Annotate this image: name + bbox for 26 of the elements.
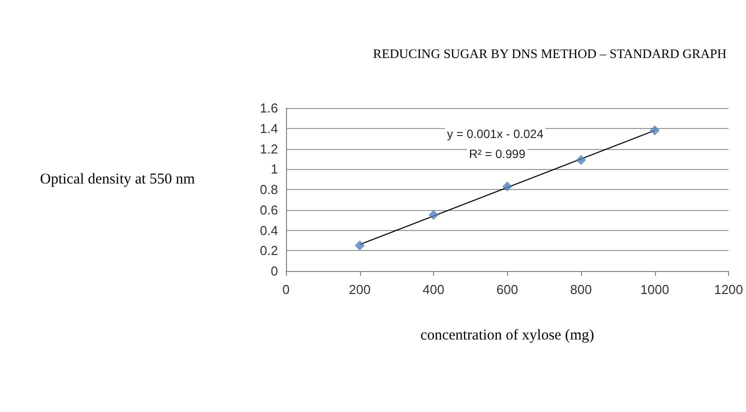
y-tick-label: 0.2 (260, 243, 278, 258)
point (576, 154, 586, 165)
x-tick-label: 200 (348, 282, 371, 297)
point (354, 240, 365, 251)
x-tick-label: 0 (282, 282, 290, 297)
point (428, 210, 439, 220)
point (650, 125, 660, 136)
x-tick-label: 600 (496, 282, 518, 297)
y-tick-label: 0.6 (260, 202, 278, 218)
y-tick-label: 0 (270, 264, 278, 278)
point (502, 181, 512, 192)
y-tick-label: 1 (270, 162, 278, 177)
annotation: y = 0.001x - 0.024 (447, 127, 544, 141)
x-tick-label: 400 (422, 282, 444, 297)
y-tick-label: 1.4 (260, 120, 278, 136)
x-axis-title: concentration of xylose (mg) (420, 328, 594, 344)
y-tick-label: 0.8 (260, 182, 278, 197)
y-tick-label: 1.2 (260, 141, 278, 156)
x-tick-label: 1200 (714, 282, 743, 297)
annotation: R² = 0.999 (469, 147, 526, 161)
y-tick-label: 0.4 (260, 222, 278, 238)
y-tick-label: 1.6 (260, 100, 278, 116)
x-tick-label: 1000 (640, 282, 670, 297)
y-axis-title: Optical density at 550 nm (40, 172, 196, 188)
x-tick-label: 800 (570, 282, 592, 297)
chart-title: REDUCING SUGAR BY DNS METHOD – STANDARD GRAPH (373, 46, 727, 61)
